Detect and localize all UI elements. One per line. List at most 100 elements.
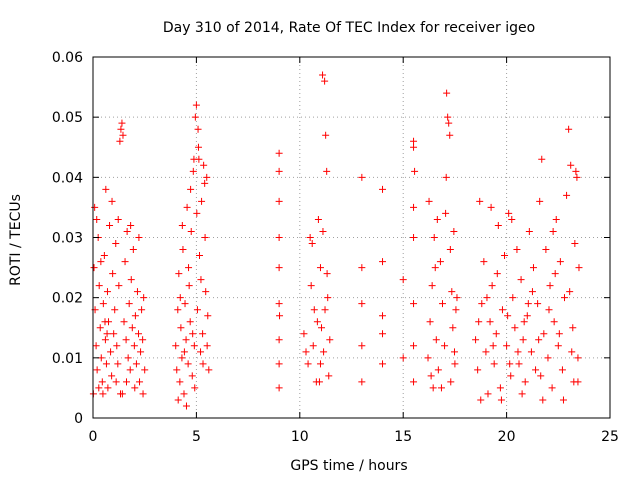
data-point: [203, 173, 211, 181]
data-point: [546, 282, 554, 290]
data-point: [324, 294, 332, 302]
data-point: [552, 215, 560, 223]
data-point: [190, 342, 198, 350]
data-point: [410, 300, 418, 308]
data-point: [427, 372, 435, 380]
data-point: [410, 234, 418, 241]
data-point: [275, 197, 283, 205]
data-point: [114, 215, 122, 223]
data-point: [92, 342, 100, 350]
data-point: [124, 354, 132, 362]
y-tick-label: 0.05: [52, 110, 83, 126]
data-point: [498, 306, 506, 314]
data-point: [132, 360, 140, 368]
data-point: [186, 318, 194, 326]
data-point: [434, 366, 442, 374]
data-point: [304, 360, 312, 368]
data-point: [521, 378, 529, 386]
data-point: [399, 354, 407, 362]
data-point: [438, 300, 446, 308]
data-point: [318, 324, 326, 332]
data-point: [109, 270, 117, 278]
data-point: [135, 234, 143, 241]
x-tick-label: 15: [394, 429, 412, 445]
data-point: [358, 342, 366, 350]
data-point: [191, 384, 199, 392]
data-point: [424, 354, 432, 362]
data-point: [453, 294, 461, 302]
data-point: [506, 360, 514, 368]
data-point: [104, 384, 112, 392]
data-point: [101, 318, 109, 326]
data-point: [436, 258, 444, 266]
data-point: [432, 336, 440, 344]
data-point: [133, 288, 141, 296]
data-point: [447, 378, 455, 386]
data-point: [426, 318, 434, 326]
data-point: [326, 336, 334, 344]
y-tick-label: 0.03: [52, 231, 83, 247]
data-point: [448, 288, 456, 296]
data-point: [534, 300, 542, 308]
data-point: [179, 246, 187, 254]
data-point: [573, 173, 581, 181]
data-point: [323, 270, 331, 278]
data-point: [449, 324, 457, 332]
data-point: [428, 282, 436, 290]
data-point: [275, 300, 283, 308]
data-point: [478, 300, 486, 308]
data-point: [120, 318, 128, 326]
data-point: [511, 324, 519, 332]
data-point: [123, 378, 131, 386]
data-point: [358, 378, 366, 386]
data-point: [174, 306, 182, 314]
data-point: [275, 149, 283, 157]
data-point: [575, 264, 583, 272]
data-point: [187, 185, 195, 193]
data-point: [504, 312, 512, 320]
plot-frame: [92, 56, 611, 419]
data-point: [194, 143, 202, 151]
data-point: [275, 264, 283, 272]
data-point: [180, 390, 188, 398]
data-point: [108, 197, 116, 205]
data-point: [550, 318, 558, 326]
data-point: [101, 336, 109, 344]
data-point: [201, 179, 209, 187]
data-point: [323, 167, 331, 175]
data-point: [188, 372, 196, 380]
data-point: [204, 312, 212, 320]
data-point: [183, 203, 191, 211]
data-point: [174, 396, 182, 404]
data-point: [411, 167, 419, 175]
data-point: [410, 342, 418, 350]
data-point: [425, 197, 433, 205]
data-point: [565, 125, 573, 133]
data-point: [137, 348, 145, 356]
data-point: [112, 378, 120, 386]
data-point: [514, 348, 522, 356]
data-point: [140, 294, 148, 302]
data-point: [505, 209, 513, 217]
data-point: [178, 221, 186, 229]
data-point: [108, 372, 116, 380]
x-tick-label: 5: [192, 429, 201, 445]
data-point: [519, 336, 527, 344]
data-point: [107, 348, 115, 356]
data-point: [472, 336, 480, 344]
data-point: [175, 270, 183, 278]
data-point: [441, 342, 449, 350]
grid-lines: [93, 57, 610, 418]
data-point: [554, 342, 562, 350]
data-point: [193, 306, 201, 314]
data-point: [489, 342, 497, 350]
data-point: [191, 113, 199, 121]
data-point: [379, 312, 387, 320]
data-point: [309, 342, 317, 350]
data-point: [275, 234, 283, 241]
data-point: [102, 360, 110, 368]
data-point: [99, 300, 107, 308]
data-point: [178, 354, 186, 362]
data-point: [445, 119, 453, 127]
